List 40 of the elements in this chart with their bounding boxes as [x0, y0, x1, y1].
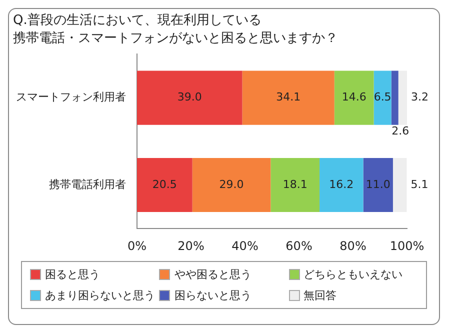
bar [392, 158, 407, 212]
y-tick-label: 携帯電話利用者 [49, 178, 126, 191]
legend-label: 困らないと思う [174, 288, 252, 303]
x-tick-label: 20% [178, 238, 204, 253]
legend-label: どちらともいえない [304, 267, 403, 282]
bar [391, 70, 398, 125]
x-tick-label: 40% [232, 238, 258, 253]
bar [270, 158, 320, 212]
x-tick-label: 0% [127, 238, 147, 253]
data-label: 5.1 [410, 178, 428, 191]
bar [137, 158, 192, 212]
bar [242, 70, 334, 125]
x-tick-label: 60% [286, 238, 312, 253]
x-tick-label: 100% [390, 238, 424, 253]
bar [137, 70, 242, 125]
legend-label: あまり困らないと思う [45, 288, 155, 303]
legend-label: 困ると思う [45, 267, 100, 282]
bar [374, 70, 392, 125]
bar [320, 158, 364, 212]
bar [398, 70, 407, 125]
data-label: 6.5 [374, 90, 392, 104]
data-label: 3.2 [410, 90, 428, 104]
bar [192, 158, 271, 212]
chart-title: Q.普段の生活において、現在利用している [13, 12, 262, 28]
chart-subtitle: 携帯電話・スマートフォンがないと困ると思いますか？ [13, 30, 338, 46]
legend-label: やや困ると思う [174, 267, 252, 282]
data-label: 11.0 [366, 178, 390, 191]
data-label: 2.6 [392, 124, 410, 138]
y-tick-label: スマートフォン利用者 [16, 90, 126, 104]
data-label: 14.6 [342, 90, 366, 104]
data-label: 34.1 [276, 90, 301, 104]
data-label: 18.1 [282, 178, 308, 191]
data-label: 29.0 [219, 178, 244, 191]
bar [334, 70, 374, 125]
x-tick-label: 80% [340, 238, 366, 253]
data-label: 16.2 [329, 178, 354, 191]
data-label: 39.0 [177, 90, 202, 104]
bar [363, 158, 393, 212]
legend-label: 無回答 [304, 288, 337, 303]
data-label: 20.5 [152, 178, 177, 191]
